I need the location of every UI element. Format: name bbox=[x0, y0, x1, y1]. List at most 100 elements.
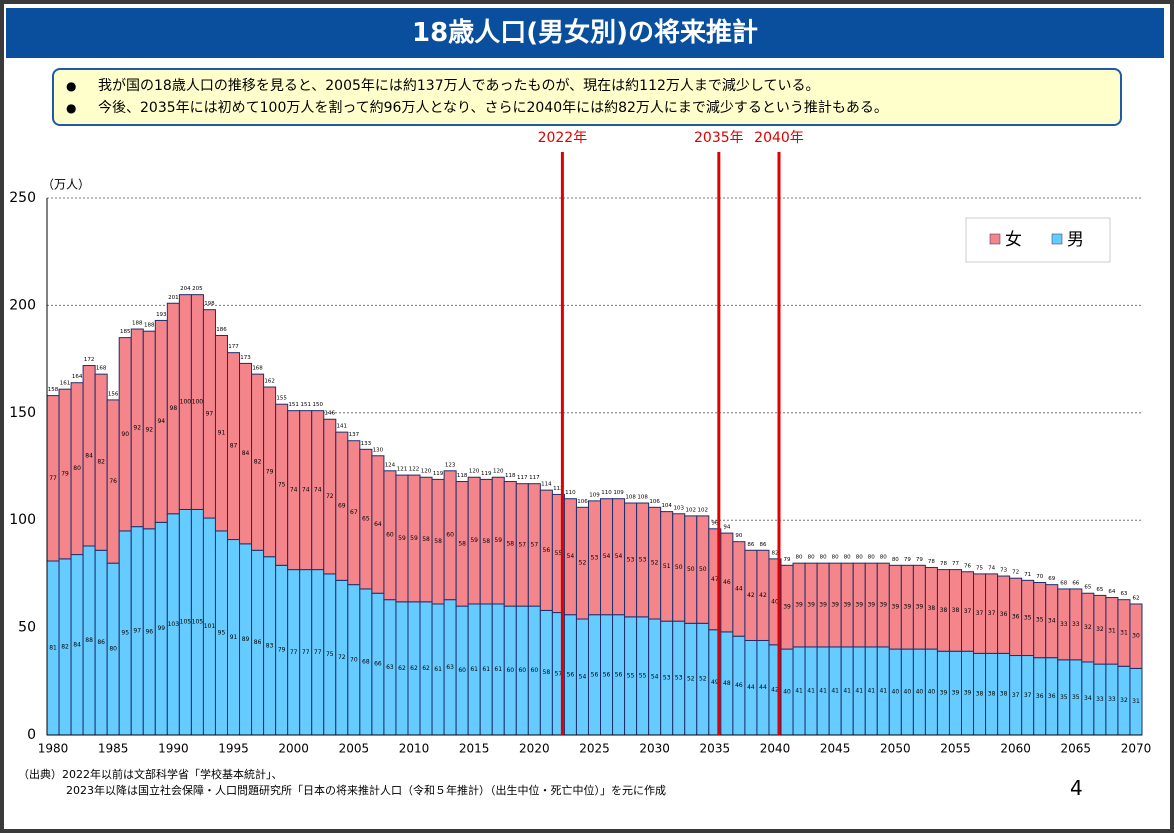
value-label: 33 bbox=[1108, 696, 1116, 703]
value-label: 30 bbox=[1132, 633, 1140, 640]
total-label: 82 bbox=[771, 550, 778, 556]
value-label: 40 bbox=[916, 689, 924, 696]
title: 18歳人口(男女別)の将来推計 bbox=[6, 8, 1164, 58]
value-label: 41 bbox=[879, 687, 887, 694]
total-label: 114 bbox=[541, 482, 552, 488]
value-label: 75 bbox=[278, 481, 286, 488]
total-label: 156 bbox=[108, 391, 119, 397]
total-label: 118 bbox=[457, 473, 468, 479]
value-label: 53 bbox=[639, 556, 647, 563]
x-tick-label: 2045 bbox=[820, 742, 851, 756]
value-label: 61 bbox=[434, 666, 442, 673]
value-label: 32 bbox=[1096, 626, 1104, 633]
value-label: 103 bbox=[168, 621, 180, 628]
value-label: 94 bbox=[157, 418, 165, 425]
total-label: 62 bbox=[1132, 595, 1139, 601]
total-label: 146 bbox=[325, 411, 336, 417]
x-tick-label: 2015 bbox=[459, 742, 490, 756]
value-label: 39 bbox=[904, 604, 912, 611]
value-label: 63 bbox=[446, 664, 454, 671]
value-label: 58 bbox=[434, 538, 442, 545]
total-label: 80 bbox=[844, 555, 851, 561]
x-tick-label: 2010 bbox=[399, 742, 430, 756]
total-label: 162 bbox=[264, 379, 275, 385]
value-label: 60 bbox=[518, 667, 526, 674]
value-label: 77 bbox=[302, 649, 310, 656]
value-label: 41 bbox=[855, 687, 863, 694]
value-label: 64 bbox=[374, 521, 382, 528]
x-tick-label: 2035 bbox=[700, 742, 731, 756]
x-tick-label: 2070 bbox=[1121, 742, 1152, 756]
value-label: 72 bbox=[326, 493, 334, 500]
value-label: 84 bbox=[85, 452, 93, 459]
value-label: 52 bbox=[687, 676, 695, 683]
total-label: 110 bbox=[601, 490, 612, 496]
value-label: 91 bbox=[230, 634, 238, 641]
value-label: 40 bbox=[928, 689, 936, 696]
total-label: 120 bbox=[421, 469, 432, 475]
value-label: 62 bbox=[398, 665, 406, 672]
total-label: 133 bbox=[361, 441, 372, 447]
value-label: 79 bbox=[278, 647, 286, 654]
value-label: 41 bbox=[867, 687, 875, 694]
value-label: 60 bbox=[446, 532, 454, 539]
total-label: 164 bbox=[72, 374, 83, 380]
value-label: 56 bbox=[591, 671, 599, 678]
value-label: 57 bbox=[518, 541, 526, 548]
value-label: 61 bbox=[494, 666, 502, 673]
value-label: 56 bbox=[567, 671, 575, 678]
value-label: 31 bbox=[1132, 698, 1140, 705]
x-tick-label: 1990 bbox=[158, 742, 189, 756]
legend-swatch bbox=[989, 233, 1001, 245]
total-label: 80 bbox=[796, 555, 803, 561]
value-label: 34 bbox=[1048, 618, 1056, 625]
total-label: 158 bbox=[48, 387, 59, 393]
value-label: 63 bbox=[386, 664, 394, 671]
total-label: 103 bbox=[673, 505, 684, 511]
value-label: 54 bbox=[651, 674, 659, 681]
value-label: 80 bbox=[73, 465, 81, 472]
x-tick-label: 2055 bbox=[940, 742, 971, 756]
value-label: 82 bbox=[97, 459, 105, 466]
total-label: 79 bbox=[916, 557, 923, 563]
value-label: 97 bbox=[133, 627, 141, 634]
value-label: 79 bbox=[61, 471, 69, 478]
value-label: 97 bbox=[206, 410, 214, 417]
total-label: 122 bbox=[409, 467, 420, 473]
total-label: 69 bbox=[1048, 576, 1055, 582]
total-label: 94 bbox=[723, 525, 730, 531]
value-label: 72 bbox=[338, 654, 346, 661]
value-label: 95 bbox=[121, 629, 129, 636]
value-label: 56 bbox=[603, 671, 611, 678]
value-label: 58 bbox=[543, 669, 551, 676]
total-label: 73 bbox=[1000, 568, 1007, 574]
total-label: 78 bbox=[940, 561, 947, 567]
value-label: 58 bbox=[482, 538, 490, 545]
value-label: 91 bbox=[218, 430, 226, 437]
value-label: 38 bbox=[952, 607, 960, 614]
total-label: 118 bbox=[505, 473, 516, 479]
value-label: 47 bbox=[711, 576, 719, 583]
total-label: 137 bbox=[349, 432, 360, 438]
total-label: 109 bbox=[589, 492, 600, 498]
value-label: 38 bbox=[928, 605, 936, 612]
value-label: 100 bbox=[180, 399, 192, 406]
value-label: 82 bbox=[254, 459, 262, 466]
value-label: 36 bbox=[1012, 613, 1020, 620]
total-label: 119 bbox=[481, 471, 492, 477]
value-label: 55 bbox=[555, 550, 563, 557]
y-tick-label: 200 bbox=[9, 297, 36, 313]
y-axis-label: （万人） bbox=[42, 178, 90, 192]
value-label: 53 bbox=[675, 675, 683, 682]
total-label: 104 bbox=[661, 503, 672, 509]
value-label: 92 bbox=[145, 426, 153, 433]
total-label: 188 bbox=[144, 323, 155, 329]
value-label: 32 bbox=[1084, 624, 1092, 631]
total-label: 74 bbox=[988, 565, 995, 571]
value-label: 90 bbox=[121, 431, 129, 438]
total-label: 124 bbox=[385, 462, 396, 468]
value-label: 58 bbox=[458, 540, 466, 547]
